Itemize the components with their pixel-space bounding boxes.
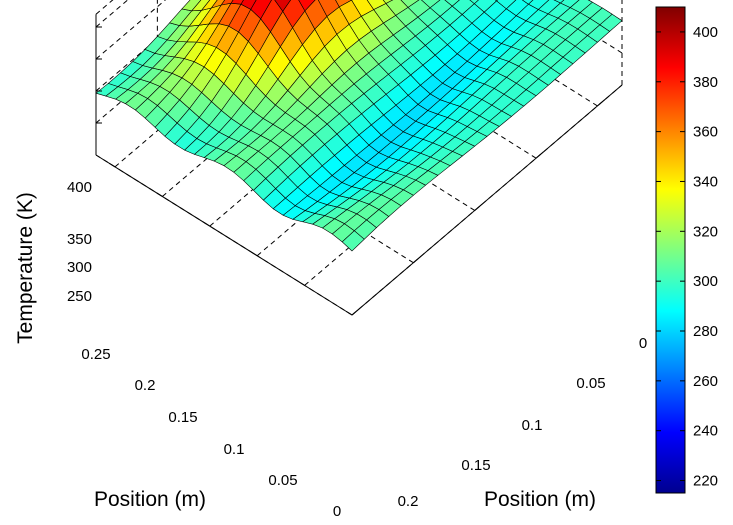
x-tick-mark — [156, 192, 163, 197]
axes-box-front — [95, 14, 623, 316]
surface-patch — [230, 0, 244, 5]
x-tick-label: 0.05 — [268, 472, 297, 489]
x-axis-label: Position (m) — [94, 488, 206, 511]
surface-patch — [521, 0, 534, 5]
y-tick-label: 0.1 — [522, 417, 543, 434]
colorbar-tick-label: 380 — [693, 74, 718, 91]
colorbar-tick-label: 240 — [693, 423, 718, 440]
x-tick-label: 0.2 — [135, 377, 156, 394]
y-axis-label: Position (m) — [484, 488, 596, 511]
surface-patch — [240, 0, 257, 10]
x-tick-mark — [203, 222, 211, 227]
surface-patch — [599, 13, 623, 32]
z-axis-label: Temperature (K) — [14, 192, 37, 344]
surface-patch — [220, 0, 234, 6]
surface-patch — [382, 0, 394, 4]
colorbar-tick-label: 280 — [693, 323, 718, 340]
colorbar-tick-label: 360 — [693, 124, 718, 141]
surface-patch — [200, 0, 218, 11]
colorbar-tick-label: 340 — [693, 174, 718, 191]
surface-patch — [444, 0, 460, 7]
y-tick-mark — [474, 203, 483, 211]
x-tick-label: 0 — [333, 503, 341, 520]
y-tick-mark — [597, 99, 606, 107]
y-tick-mark — [351, 308, 360, 316]
y-tick-mark — [535, 151, 544, 159]
colorbar-ticks — [656, 31, 685, 482]
y-tick-mark — [413, 256, 422, 264]
y-tick-label: 0.05 — [576, 375, 605, 392]
colorbar-labels: 220 240 260 280 300 320 340 360 380 400 — [693, 24, 718, 490]
colorbar-tick-label: 220 — [693, 473, 718, 490]
colorbar-tick-label: 320 — [693, 223, 718, 240]
y-tick-label: 0.2 — [398, 493, 419, 510]
z-tick-label: 300 — [67, 259, 92, 276]
y-tick-label: 0.15 — [461, 457, 490, 474]
z-axis-ticks: 250 300 350 400 — [67, 179, 92, 305]
surface-patch — [553, 0, 565, 4]
x-tick-label: 0.25 — [81, 346, 110, 363]
temperature-surface — [95, 0, 623, 252]
y-axis-ticks: 0 0.05 0.1 0.15 0.2 — [398, 335, 648, 510]
x-tick-mark — [109, 162, 116, 168]
surface-patch — [274, 0, 292, 12]
colorbar-tick-label: 400 — [693, 24, 718, 41]
colorbar-gradient — [655, 6, 686, 494]
colorbar: 220 240 260 280 300 320 340 360 380 400 — [655, 6, 718, 494]
colorbar-tick-label: 260 — [693, 373, 718, 390]
surface-patch — [469, 0, 479, 5]
x-tick-label: 0.15 — [168, 409, 197, 426]
y-axis-line — [351, 84, 623, 316]
x-tick-mark — [346, 311, 353, 316]
surface-patch — [210, 0, 226, 9]
x-axis-line — [95, 154, 353, 316]
x-tick-label: 0.1 — [224, 441, 245, 458]
x-tick-mark — [251, 251, 258, 257]
z-tick-label: 400 — [67, 179, 92, 196]
z-tick-label: 350 — [67, 231, 92, 248]
x-axis-ticks: 0 0.05 0.1 0.15 0.2 0.25 — [81, 346, 341, 520]
z-tick-label: 250 — [67, 288, 92, 305]
y-tick-label: 0 — [639, 335, 647, 352]
colorbar-tick-label: 300 — [693, 273, 718, 290]
x-tick-mark — [298, 281, 305, 286]
